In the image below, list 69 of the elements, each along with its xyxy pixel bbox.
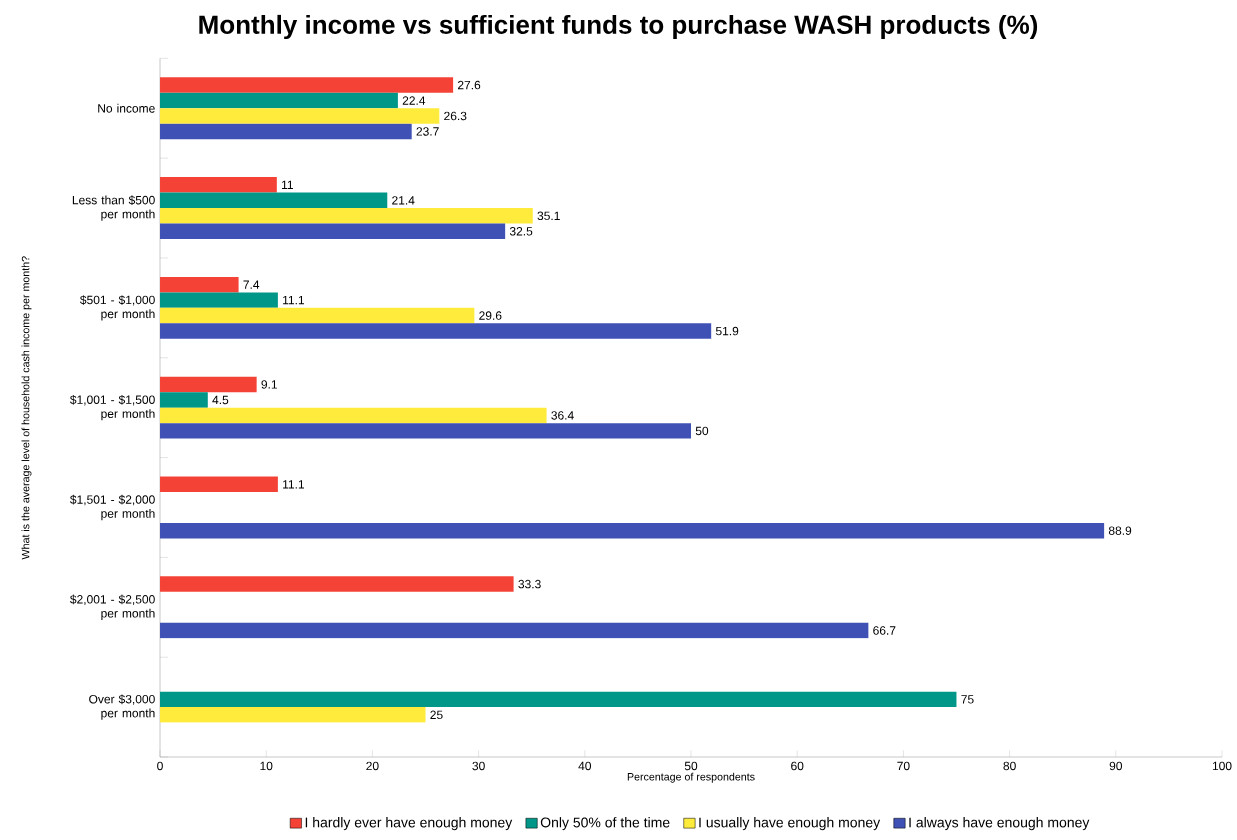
bar (160, 177, 277, 193)
data-label: 51.9 (715, 326, 739, 336)
data-label: 66.7 (873, 626, 896, 635)
data-label: 25 (430, 710, 443, 720)
bar (160, 123, 412, 140)
bar (160, 707, 426, 723)
bar (160, 407, 547, 424)
bar (160, 276, 239, 293)
data-label: 36.4 (551, 411, 574, 420)
data-label: 23.7 (416, 127, 439, 136)
bar (160, 423, 692, 439)
data-label: 9.1 (261, 380, 278, 389)
x-tick-label: 10 (260, 761, 273, 771)
y-tick-label: $1,501 - $2,000 per month (70, 494, 155, 521)
y-tick-label: No income (98, 103, 155, 113)
bar (160, 208, 533, 224)
data-label: 29.6 (479, 311, 502, 320)
y-tick-label: Less than $500 per month (72, 195, 155, 221)
y-tick-label: $501 - $1,000 per month (80, 295, 155, 321)
y-tick-label: $2,001 - $2,500 per month (70, 594, 155, 620)
bar (160, 192, 388, 209)
data-label: 7.4 (243, 280, 260, 289)
bar (160, 376, 257, 393)
x-tick-label: 0 (157, 761, 163, 771)
data-label: 11.1 (283, 480, 305, 489)
bar (160, 223, 506, 239)
legend-label: I usually have enough money (699, 817, 881, 831)
legend-label: I hardly ever have enough money (305, 817, 513, 831)
bar (160, 522, 1105, 539)
bar (160, 108, 440, 124)
bar (160, 392, 208, 408)
x-tick-label: 30 (472, 761, 485, 771)
data-label: 88.9 (1108, 526, 1132, 535)
data-label: 26.3 (444, 111, 467, 121)
x-axis-title: Percentage of respondents (627, 772, 755, 783)
data-label: 22.4 (402, 96, 426, 105)
y-axis-title: What is the average level of household cash income per month? (21, 256, 32, 560)
bar (160, 307, 475, 324)
legend-label: I always have enough money (909, 817, 1090, 831)
x-tick-label: 60 (791, 761, 804, 771)
bar (160, 476, 278, 493)
data-label: 75 (961, 695, 974, 704)
data-label: 35.1 (537, 211, 560, 221)
data-label: 11.1 (283, 296, 305, 305)
bar (160, 292, 278, 308)
data-label: 4.5 (212, 395, 229, 405)
y-tick-label: $1,001 - $1,500 per month (70, 394, 155, 421)
bar (160, 622, 869, 639)
chart-title: Monthly income vs sufficient funds to purchase WASH products (%) (199, 14, 1038, 40)
y-tick-label: Over $3,000 per month (89, 694, 155, 720)
x-tick-label: 100 (1212, 761, 1232, 771)
bar (160, 323, 712, 339)
bar (160, 77, 454, 93)
x-tick-label: 20 (366, 761, 379, 771)
data-label: 32.5 (509, 227, 533, 236)
x-tick-label: 50 (684, 761, 698, 771)
bar (160, 92, 398, 109)
bar (160, 576, 514, 592)
legend-label: Only 50% of the time (540, 817, 670, 831)
data-label: 11 (282, 180, 293, 189)
data-label: 27.6 (457, 80, 481, 90)
bar (160, 691, 957, 708)
x-tick-label: 40 (578, 761, 592, 771)
x-tick-label: 80 (1003, 761, 1016, 771)
x-tick-label: 90 (1109, 761, 1123, 771)
data-label: 50 (695, 426, 709, 436)
x-tick-label: 70 (897, 761, 910, 771)
data-label: 21.4 (392, 196, 415, 205)
data-label: 33.3 (518, 579, 541, 589)
